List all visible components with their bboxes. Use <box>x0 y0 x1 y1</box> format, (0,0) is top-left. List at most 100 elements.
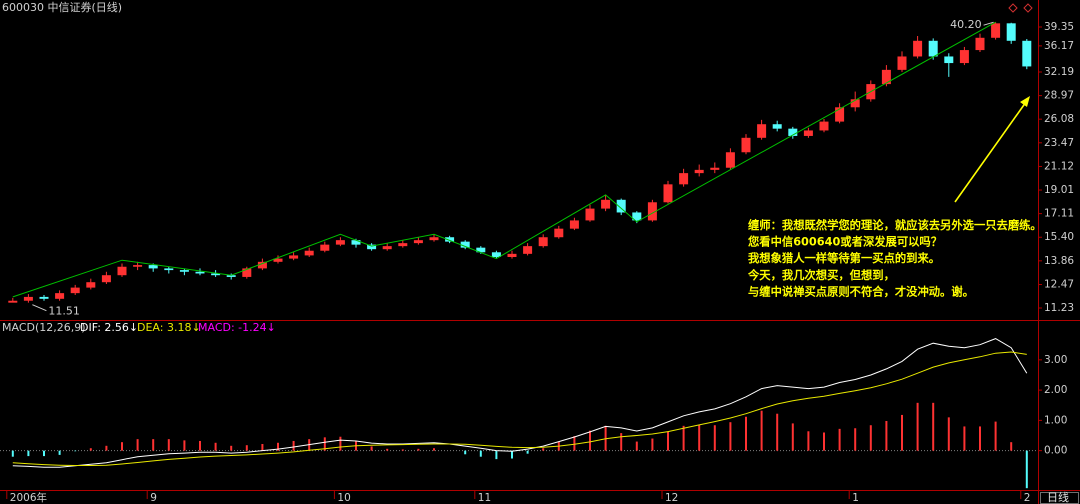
candle-body <box>429 237 439 241</box>
candle-body <box>382 246 392 250</box>
candle-body <box>413 240 423 244</box>
candle-body <box>663 184 673 203</box>
candle-body <box>959 50 969 64</box>
x-tick-label: 10 <box>337 492 350 504</box>
y-tick-label: 12.47 <box>1044 279 1074 291</box>
candle-body <box>710 167 720 170</box>
toolbar-icon[interactable] <box>1008 3 1018 13</box>
candle-body <box>351 240 361 245</box>
y-tick-label: 0.00 <box>1044 445 1067 457</box>
candle-body <box>460 241 470 248</box>
candle-body <box>226 275 236 277</box>
legend-entry: MACD: -1.24↓ <box>198 321 276 334</box>
y-tick-label: 1.00 <box>1044 414 1067 426</box>
candle-body <box>850 99 860 108</box>
candle-body <box>975 37 985 51</box>
candle-body <box>601 199 611 209</box>
legend-entry: DIF: 2.56↓ <box>80 321 138 334</box>
annotation-arrow-head <box>1020 96 1030 107</box>
y-tick-label: 19.01 <box>1044 184 1074 196</box>
candle-body <box>8 300 18 303</box>
annotation-line: 我想象猎人一样等待第一买点的到来。 <box>748 251 940 265</box>
annotation-line: 缠师：我想既然学您的理论，就应该去另外选一只去磨练。 <box>748 218 1042 232</box>
candle-body <box>491 252 501 257</box>
y-tick-label: 39.35 <box>1044 21 1074 33</box>
candle-body <box>133 265 143 267</box>
candle-body <box>897 56 907 70</box>
stroke-line <box>12 21 996 298</box>
y-tick-label: 11.23 <box>1044 302 1074 314</box>
candle-body <box>554 228 564 238</box>
candle-body <box>835 107 845 122</box>
candle-body <box>757 124 767 138</box>
annotation-line: 与缠中说禅买点原则不符合，才没冲动。谢。 <box>748 284 974 298</box>
candle-body <box>39 296 49 299</box>
candle-body <box>585 208 595 221</box>
high-label: 40.20 <box>950 18 982 31</box>
candle-body <box>335 240 345 245</box>
y-tick-label: 28.97 <box>1044 90 1074 102</box>
candle-body <box>788 128 798 136</box>
y-tick-label: 17.11 <box>1044 208 1074 220</box>
high-label-leader <box>983 21 994 26</box>
candle-body <box>694 169 704 174</box>
low-label: 11.51 <box>48 305 80 318</box>
candle-body <box>616 199 626 213</box>
candle-body <box>55 293 65 299</box>
indicator-line <box>12 338 1028 468</box>
candle-body <box>507 253 517 257</box>
annotation-arrow <box>954 101 1027 203</box>
plot-area: 39.35 36.17 32.19 28.97 26.08 23.47 21.12 19.01… <box>0 18 1074 504</box>
candle-body <box>819 121 829 131</box>
candle-body <box>1022 40 1032 67</box>
period-label[interactable]: 日线 <box>1047 490 1069 504</box>
candle-body <box>538 237 548 247</box>
y-tick-label: 32.19 <box>1044 66 1074 78</box>
candle-body <box>647 202 657 221</box>
y-tick-label: 3.00 <box>1044 354 1067 366</box>
candle-body <box>289 255 299 259</box>
candle-body <box>632 212 642 221</box>
candle-body <box>179 270 189 272</box>
y-tick-label: 13.86 <box>1044 255 1074 267</box>
x-tick-label: 11 <box>478 492 491 504</box>
candle-body <box>164 268 174 271</box>
candle-body <box>725 152 735 168</box>
candle-body <box>1006 23 1016 41</box>
candle-body <box>741 137 751 153</box>
candle-body <box>881 69 891 85</box>
y-tick-label: 26.08 <box>1044 113 1074 125</box>
y-tick-label: 15.40 <box>1044 231 1074 243</box>
candle-body <box>445 237 455 242</box>
candle-body <box>991 23 1001 38</box>
candle-body <box>367 244 377 250</box>
candle-body <box>320 244 330 251</box>
annotation-line: 今天，我几次想买，但想到， <box>747 268 895 282</box>
candle-body <box>242 268 252 277</box>
candle-body <box>398 243 408 247</box>
candle-body <box>70 287 80 294</box>
candle-body <box>304 250 314 256</box>
candle-body <box>913 40 923 57</box>
candle-body <box>928 40 938 57</box>
y-tick-label: 21.12 <box>1044 160 1074 172</box>
indicator-line <box>12 351 1027 466</box>
x-tick-label: 9 <box>150 492 157 504</box>
candle-body <box>195 271 205 274</box>
candle-body <box>211 273 221 276</box>
x-tick-label: 12 <box>665 492 678 504</box>
toolbar-icon[interactable] <box>1023 3 1033 13</box>
candle-body <box>148 265 158 269</box>
candle-body <box>569 220 579 229</box>
candle-body <box>944 56 954 64</box>
candle-body <box>803 130 813 136</box>
candle-body <box>101 275 111 283</box>
candle-body <box>679 173 689 185</box>
legend-entry: DEA: 3.18↓ <box>137 321 201 334</box>
x-tick-label: 2 <box>1024 492 1031 504</box>
y-tick-label: 36.17 <box>1044 40 1074 52</box>
x-tick-label: 2006年 <box>10 491 47 504</box>
